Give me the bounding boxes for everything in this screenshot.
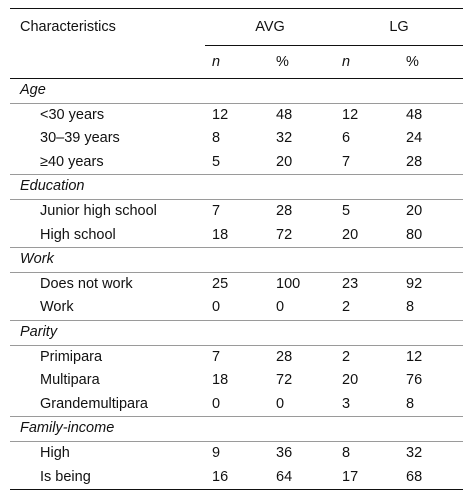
lg-n-cell: 17: [335, 465, 400, 491]
table-row: Is being 16 64 17 68: [10, 465, 464, 491]
lg-n-cell: 3: [335, 392, 400, 418]
subheader-row: n % n %: [10, 45, 464, 79]
row-label: Does not work: [40, 275, 133, 292]
lg-n-cell: 8: [342, 444, 351, 461]
avg-n-cell: 12: [212, 106, 229, 123]
avg-n-cell: 0: [205, 296, 269, 321]
characteristics-table-container: Characteristics AVG LG n % n % Age <30 ye…: [10, 8, 464, 491]
table-row: Junior high school 7 28 5 20: [10, 199, 463, 223]
row-label: Is being: [10, 465, 205, 491]
avg-n-cell: 18: [205, 223, 269, 249]
avg-n-cell: 0: [205, 392, 269, 418]
subheader-lg-n: n: [335, 45, 400, 79]
lg-pct-cell: 8: [399, 296, 464, 321]
subheader-blank: [10, 45, 205, 79]
avg-pct-cell: 0: [269, 392, 336, 418]
avg-pct-cell: 100: [276, 275, 301, 292]
lg-pct-cell: 12: [406, 348, 423, 365]
avg-n-cell: 16: [205, 465, 269, 491]
lg-n-cell: 20: [342, 372, 359, 389]
table-row: <30 years 12 48 12 48: [10, 103, 463, 127]
section-row: Age: [10, 78, 464, 104]
lg-n-cell: 12: [342, 106, 359, 123]
row-label: ≥40 years: [10, 150, 205, 176]
section-title: Education: [10, 174, 464, 200]
lg-n-cell: 7: [335, 150, 400, 176]
section-row: Parity: [10, 320, 464, 346]
table-row: High 9 36 8 32: [10, 441, 463, 465]
table-row: Work 0 0 2 8: [10, 296, 464, 321]
avg-n-cell: 7: [212, 348, 221, 365]
lg-pct-cell: 68: [399, 465, 464, 491]
lg-pct-cell: 48: [406, 106, 423, 123]
section-row: Education: [10, 174, 464, 200]
table-row: High school 18 72 20 80: [10, 223, 464, 249]
avg-pct-cell: 72: [269, 223, 336, 249]
avg-n-cell: 5: [205, 150, 269, 176]
avg-pct-cell: 20: [269, 150, 336, 176]
lg-n-cell: 2: [335, 296, 400, 321]
subheader-avg-pct: %: [269, 45, 336, 79]
subheader-avg-n: n: [205, 45, 269, 79]
avg-pct-cell: 72: [276, 372, 293, 389]
row-label: Junior high school: [40, 202, 157, 219]
table-row: 30–39 years 8 32 6 24: [10, 127, 463, 151]
lg-n-cell: 23: [342, 275, 359, 292]
lg-n-cell: 2: [342, 348, 351, 365]
avg-n-cell: 7: [212, 202, 221, 219]
avg-pct-cell: 0: [269, 296, 336, 321]
subheader-lg-pct: %: [399, 45, 464, 79]
avg-pct-cell: 48: [276, 106, 293, 123]
lg-pct-cell: 80: [399, 223, 464, 249]
row-label: <30 years: [40, 106, 105, 123]
row-label: 30–39 years: [40, 130, 120, 147]
avg-pct-cell: 32: [276, 130, 293, 147]
avg-pct-cell: 28: [276, 348, 293, 365]
section-title: Age: [10, 78, 464, 104]
row-label: High: [40, 444, 70, 461]
table-body: Characteristics AVG LG n % n % Age <30 ye…: [10, 8, 464, 491]
lg-pct-cell: 92: [406, 275, 423, 292]
header-row: Characteristics AVG LG: [10, 8, 464, 46]
row-label: Primipara: [40, 348, 103, 365]
section-title: Parity: [10, 320, 464, 346]
avg-n-cell: 25: [212, 275, 229, 292]
lg-pct-cell: 20: [406, 202, 423, 219]
lg-n-cell: 5: [342, 202, 351, 219]
table-row: ≥40 years 5 20 7 28: [10, 150, 464, 176]
row-label: Multipara: [40, 372, 100, 389]
lg-n-cell: 6: [342, 130, 351, 147]
avg-n-cell: 9: [212, 444, 221, 461]
table-row: Multipara 18 72 20 76: [10, 369, 463, 393]
lg-pct-cell: 32: [406, 444, 423, 461]
section-title: Family-income: [10, 416, 464, 442]
section-row: Family-income: [10, 416, 464, 442]
header-characteristics: Characteristics: [20, 19, 116, 36]
lg-pct-cell: 28: [399, 150, 464, 176]
lg-n-cell: 20: [335, 223, 400, 249]
header-group-lg: LG: [335, 8, 464, 46]
lg-pct-cell: 8: [399, 392, 464, 418]
avg-n-cell: 8: [212, 130, 221, 147]
row-label: High school: [10, 223, 205, 249]
avg-n-cell: 18: [212, 372, 229, 389]
avg-pct-cell: 28: [276, 202, 293, 219]
section-row: Work: [10, 247, 464, 273]
lg-pct-cell: 76: [406, 372, 423, 389]
row-label: Grandemultipara: [10, 392, 205, 418]
row-label: Work: [10, 296, 205, 321]
header-group-avg: AVG: [205, 8, 336, 46]
table-row: Primipara 7 28 2 12: [10, 345, 463, 369]
lg-pct-cell: 24: [406, 130, 423, 147]
characteristics-table: Characteristics AVG LG n % n % Age <30 ye…: [10, 8, 464, 491]
section-title: Work: [10, 247, 464, 273]
table-row: Does not work 25 100 23 92: [10, 272, 463, 296]
table-row: Grandemultipara 0 0 3 8: [10, 392, 464, 418]
avg-pct-cell: 64: [269, 465, 336, 491]
avg-pct-cell: 36: [276, 444, 293, 461]
